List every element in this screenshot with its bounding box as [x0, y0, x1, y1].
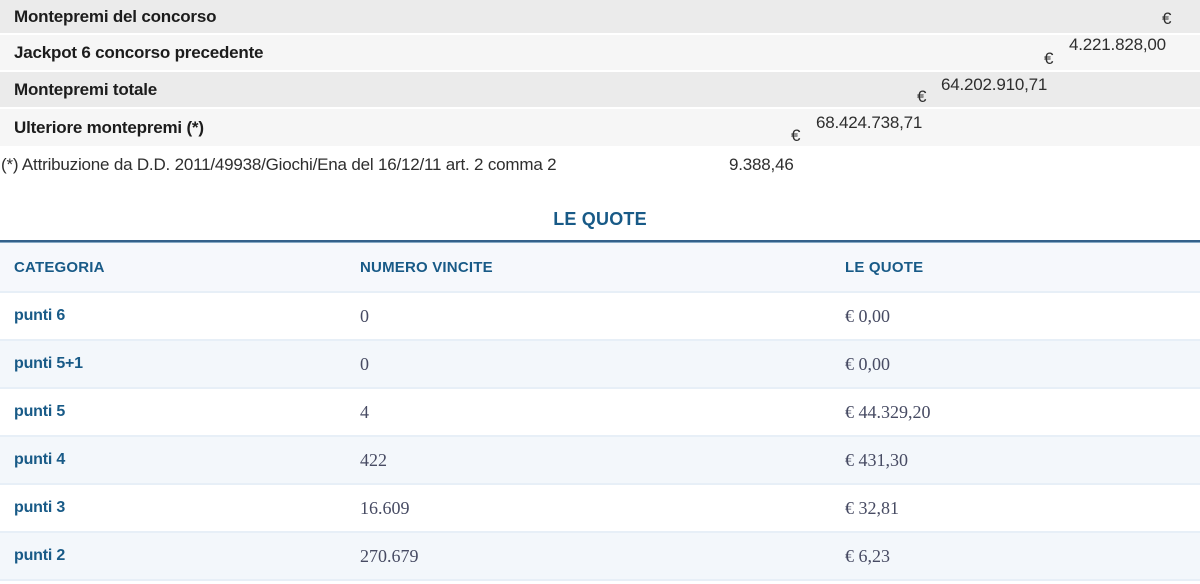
- numero-vincite-value: 16.609: [360, 497, 410, 518]
- table-row-punti-5plus1: punti 5+1 0 € 0,00: [0, 339, 1200, 387]
- category-link[interactable]: punti 2: [14, 547, 66, 564]
- table-row-punti-5: punti 5 4 € 44.329,20: [0, 387, 1200, 435]
- numero-vincite-value: 0: [360, 353, 369, 374]
- summary-value-montepremi-totale: 68.424.738,71: [816, 113, 923, 132]
- summary-row-label: Ulteriore montepremi (*): [14, 117, 204, 137]
- next-row-clipped-edge: [0, 579, 1200, 584]
- montepremi-summary: Montepremi del concorso Jackpot 6 concor…: [0, 0, 1200, 180]
- quota-value: € 0,00: [845, 305, 890, 326]
- column-header-categoria: CATEGORIA: [14, 258, 105, 276]
- summary-row-ulteriore-montepremi: Ulteriore montepremi (*): [0, 109, 1200, 146]
- category-link[interactable]: punti 6: [14, 307, 66, 324]
- numero-vincite-value: 270.679: [360, 545, 419, 566]
- summary-row-montepremi-totale: Montepremi totale: [0, 72, 1200, 107]
- table-row-punti-6: punti 6 0 € 0,00: [0, 291, 1200, 339]
- quota-value: € 32,81: [845, 497, 899, 518]
- attribution-footnote: (*) Attribuzione da D.D. 2011/49938/Gioc…: [1, 155, 557, 174]
- quota-value: € 6,23: [845, 545, 890, 566]
- euro-symbol: €: [1044, 49, 1054, 68]
- table-row-punti-4: punti 4 422 € 431,30: [0, 435, 1200, 483]
- numero-vincite-value: 4: [360, 401, 369, 422]
- table-row-punti-2: punti 2 270.679 € 6,23: [0, 531, 1200, 579]
- quota-value: € 431,30: [845, 449, 908, 470]
- category-link[interactable]: punti 4: [14, 451, 66, 468]
- euro-symbol: €: [917, 87, 927, 106]
- column-header-numero-vincite: NUMERO VINCITE: [360, 258, 493, 276]
- euro-symbol: €: [791, 126, 801, 145]
- category-link[interactable]: punti 5: [14, 403, 66, 420]
- quote-table-header-row: CATEGORIA NUMERO VINCITE LE QUOTE: [0, 243, 1200, 291]
- section-divider-rule: [0, 240, 1200, 243]
- quota-value: € 44.329,20: [845, 401, 931, 422]
- category-link[interactable]: punti 3: [14, 499, 66, 516]
- summary-row-label: Jackpot 6 concorso precedente: [14, 42, 264, 62]
- quote-section-title: LE QUOTE: [553, 209, 647, 229]
- summary-value-ulteriore-montepremi: 9.388,46: [729, 155, 794, 174]
- summary-value-jackpot-precedente: 64.202.910,71: [941, 75, 1048, 94]
- table-row-punti-3: punti 3 16.609 € 32,81: [0, 483, 1200, 531]
- quote-table: CATEGORIA NUMERO VINCITE LE QUOTE punti …: [0, 243, 1200, 584]
- euro-symbol: €: [1162, 9, 1172, 28]
- numero-vincite-value: 422: [360, 449, 387, 470]
- summary-row-montepremi-concorso: Montepremi del concorso: [0, 0, 1200, 33]
- numero-vincite-value: 0: [360, 305, 369, 326]
- summary-row-jackpot-precedente: Jackpot 6 concorso precedente: [0, 35, 1200, 70]
- summary-row-label: Montepremi totale: [14, 79, 158, 99]
- summary-value-montepremi-concorso: 4.221.828,00: [1069, 35, 1166, 54]
- quota-value: € 0,00: [845, 353, 890, 374]
- category-link[interactable]: punti 5+1: [14, 355, 83, 372]
- summary-row-label: Montepremi del concorso: [14, 6, 217, 26]
- column-header-le-quote: LE QUOTE: [845, 258, 924, 276]
